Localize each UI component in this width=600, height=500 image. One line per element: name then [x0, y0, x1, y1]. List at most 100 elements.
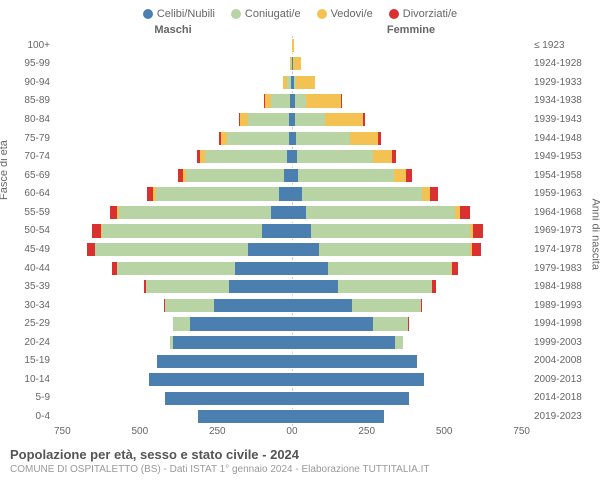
female-bar	[292, 316, 530, 331]
female-bar	[292, 372, 530, 387]
x-axis-left: 7505002500	[54, 426, 292, 437]
bar-segment	[205, 149, 288, 164]
male-bar	[54, 279, 292, 294]
bar-segment	[292, 279, 338, 294]
legend-label: Divorziati/e	[403, 8, 457, 20]
bar-row	[54, 408, 530, 427]
bar-row	[54, 296, 530, 315]
bar-segment	[149, 372, 292, 387]
y-tick-age: 10-14	[10, 374, 50, 385]
y-tick-birth: 1924-1928	[534, 58, 590, 69]
male-bar	[54, 186, 292, 201]
bar-segment	[297, 149, 373, 164]
bar-segment	[186, 168, 284, 183]
bar-row	[54, 36, 530, 55]
female-bar	[292, 168, 530, 183]
y-tick-age: 0-4	[10, 411, 50, 422]
y-tick-age: 70-74	[10, 151, 50, 162]
male-bar	[54, 372, 292, 387]
y-tick-age: 15-19	[10, 355, 50, 366]
bar-segment	[306, 205, 455, 220]
population-pyramid-chart: Celibi/NubiliConiugati/eVedovi/eDivorzia…	[0, 0, 600, 500]
female-bar	[292, 261, 530, 276]
bar-segment	[156, 186, 280, 201]
male-bar	[54, 131, 292, 146]
male-bar	[54, 335, 292, 350]
y-tick-age: 75-79	[10, 133, 50, 144]
bar-segment	[341, 93, 342, 108]
bar-row	[54, 185, 530, 204]
y-tick-birth: 1964-1968	[534, 207, 590, 218]
female-bar	[292, 75, 530, 90]
bar-segment	[284, 168, 292, 183]
y-axis-title-left: Fasce di età	[0, 140, 10, 200]
bar-segment	[452, 261, 458, 276]
x-tick: 500	[131, 426, 148, 437]
y-tick-age: 65-69	[10, 170, 50, 181]
bar-row	[54, 389, 530, 408]
chart-subtitle: COMUNE DI OSPITALETTO (BS) - Dati ISTAT …	[10, 464, 590, 475]
bar-segment	[306, 93, 341, 108]
bar-segment	[338, 279, 432, 294]
female-bar	[292, 223, 530, 238]
bar-segment	[394, 168, 407, 183]
bar-row	[54, 203, 530, 222]
y-tick-birth: 1939-1943	[534, 114, 590, 125]
male-header: Maschi	[54, 24, 292, 36]
bar-segment	[460, 205, 470, 220]
legend-label: Vedovi/e	[331, 8, 373, 20]
y-tick-age: 95-99	[10, 58, 50, 69]
female-bar	[292, 56, 530, 71]
bar-segment	[292, 205, 306, 220]
bar-segment	[406, 168, 412, 183]
y-tick-age: 40-44	[10, 263, 50, 274]
bar-row	[54, 73, 530, 92]
bar-row	[54, 166, 530, 185]
male-bar	[54, 354, 292, 369]
x-tick: 0	[292, 426, 298, 437]
female-bar	[292, 205, 530, 220]
legend-swatch	[317, 9, 327, 19]
bar-segment	[292, 242, 319, 257]
y-tick-birth: 1989-1993	[534, 300, 590, 311]
bar-segment	[408, 316, 409, 331]
bar-row	[54, 129, 530, 148]
female-bar	[292, 112, 530, 127]
bar-segment	[292, 316, 373, 331]
bar-row	[54, 110, 530, 129]
bar-segment	[295, 112, 325, 127]
bar-row	[54, 222, 530, 241]
legend-swatch	[143, 9, 153, 19]
bar-segment	[422, 186, 430, 201]
bar-segment	[395, 335, 403, 350]
x-tick: 250	[209, 426, 226, 437]
male-bar	[54, 168, 292, 183]
bar-segment	[190, 316, 292, 331]
y-tick-birth: 1934-1938	[534, 95, 590, 106]
legend-item: Coniugati/e	[231, 8, 301, 20]
bar-segment	[350, 131, 379, 146]
y-tick-birth: 1949-1953	[534, 151, 590, 162]
bar-segment	[311, 223, 470, 238]
y-axis-left: 100+95-9990-9485-8980-8475-7970-7465-696…	[10, 36, 54, 426]
x-tick: 500	[436, 426, 453, 437]
bar-segment	[292, 186, 302, 201]
bar-segment	[165, 391, 292, 406]
female-bar	[292, 149, 530, 164]
male-bar	[54, 38, 292, 53]
y-tick-age: 80-84	[10, 114, 50, 125]
female-bar	[292, 409, 530, 424]
bar-segment	[432, 279, 436, 294]
bar-segment	[146, 279, 229, 294]
bar-segment	[319, 242, 470, 257]
legend-item: Vedovi/e	[317, 8, 373, 20]
y-tick-birth: 1929-1933	[534, 77, 590, 88]
legend: Celibi/NubiliConiugati/eVedovi/eDivorzia…	[10, 8, 590, 20]
bar-segment	[430, 186, 438, 201]
male-bar	[54, 223, 292, 238]
y-tick-age: 5-9	[10, 392, 50, 403]
male-bar	[54, 149, 292, 164]
bar-segment	[110, 205, 118, 220]
female-bar	[292, 391, 530, 406]
bar-segment	[279, 186, 292, 201]
